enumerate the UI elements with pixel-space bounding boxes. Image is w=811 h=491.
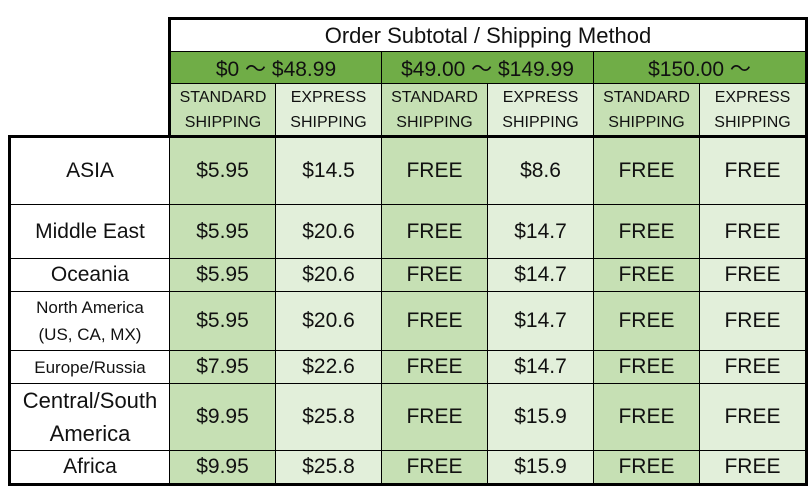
rate-cell: FREE xyxy=(593,450,700,486)
rate-cell: FREE xyxy=(593,258,700,292)
region-cell: North America (US, CA, MX) xyxy=(8,291,170,351)
rate-cell: $14.5 xyxy=(275,136,382,205)
method-line: SHIPPING xyxy=(502,113,579,131)
region-name: ASIA xyxy=(66,159,114,182)
rate-cell: FREE xyxy=(381,136,488,205)
method-line: SHIPPING xyxy=(184,113,262,131)
region-name: Africa xyxy=(63,455,117,478)
rate-cell: $14.7 xyxy=(487,291,594,351)
standard-shipping-header: STANDARD SHIPPING xyxy=(169,83,276,138)
rate-cell: $14.7 xyxy=(487,350,594,384)
express-shipping-header: EXPRESS SHIPPING xyxy=(699,83,808,138)
region-name: North America xyxy=(36,298,144,317)
region-name-line2: America xyxy=(49,421,131,446)
rate-cell: $5.95 xyxy=(169,258,276,292)
rate-cell: FREE xyxy=(593,204,700,259)
rate-cell: FREE xyxy=(593,350,700,384)
rate-cell: $22.6 xyxy=(275,350,382,384)
rate-cell: FREE xyxy=(699,258,808,292)
region-cell: ASIA xyxy=(8,136,170,205)
table-row: Africa $9.95 $25.8 FREE $15.9 FREE FREE xyxy=(8,450,808,486)
method-line: SHIPPING xyxy=(714,113,791,131)
rate-cell: $14.7 xyxy=(487,204,594,259)
rate-cell: FREE xyxy=(381,258,488,292)
rate-cell: FREE xyxy=(381,291,488,351)
rate-cell: FREE xyxy=(699,136,808,205)
rate-cell: FREE xyxy=(699,204,808,259)
range-header: $150.00 〜 xyxy=(593,51,808,84)
region-name: Middle East xyxy=(35,219,145,243)
table-row: Middle East $5.95 $20.6 FREE $14.7 FREE FREE xyxy=(8,204,808,259)
rate-cell: FREE xyxy=(381,450,488,486)
rate-cell: FREE xyxy=(593,136,700,205)
region-cell: Europe/Russia xyxy=(8,350,170,384)
method-line: STANDARD xyxy=(391,88,478,106)
rate-cell: FREE xyxy=(593,383,700,451)
rate-cell: FREE xyxy=(381,350,488,384)
region-name-line2: (US, CA, MX) xyxy=(38,325,142,344)
method-line: SHIPPING xyxy=(396,113,473,131)
table-row: Europe/Russia $7.95 $22.6 FREE $14.7 FREE FREE xyxy=(8,350,808,384)
table-row: Oceania $5.95 $20.6 FREE $14.7 FREE FREE xyxy=(8,258,808,292)
standard-shipping-header: STANDARD SHIPPING xyxy=(381,83,488,138)
method-line: EXPRESS xyxy=(714,88,791,106)
express-shipping-header: EXPRESS SHIPPING xyxy=(275,83,382,138)
rate-cell: $20.6 xyxy=(275,291,382,351)
method-line: EXPRESS xyxy=(290,88,367,106)
rate-cell: FREE xyxy=(699,450,808,486)
range-header: $0 〜 $48.99 xyxy=(169,51,382,84)
region-cell: Oceania xyxy=(8,258,170,292)
rate-cell: FREE xyxy=(381,204,488,259)
range-header: $49.00 〜 $149.99 xyxy=(381,51,594,84)
rate-cell: FREE xyxy=(381,383,488,451)
rate-cell: $9.95 xyxy=(169,383,276,451)
rate-cell: FREE xyxy=(593,291,700,351)
rate-cell: FREE xyxy=(699,291,808,351)
rate-cell: $14.7 xyxy=(487,258,594,292)
method-line: STANDARD xyxy=(179,88,267,106)
table-row: Central/South America $9.95 $25.8 FREE $15.9 F… xyxy=(8,383,808,451)
region-name: Central/South xyxy=(22,388,158,413)
rate-cell: $20.6 xyxy=(275,204,382,259)
rate-cell: $5.95 xyxy=(169,291,276,351)
shipping-rate-table: Order Subtotal / Shipping Method $0 〜 $4… xyxy=(8,17,808,486)
region-cell: Middle East xyxy=(8,204,170,259)
method-line: STANDARD xyxy=(603,88,690,106)
region-name: Oceania xyxy=(50,263,130,286)
table-row: North America (US, CA, MX) $5.95 $20.6 FREE $… xyxy=(8,291,808,351)
rate-cell: $8.6 xyxy=(487,136,594,205)
table-row: ASIA $5.95 $14.5 FREE $8.6 FREE FREE xyxy=(8,136,808,205)
corner-blank xyxy=(9,51,171,84)
region-cell: Central/South America xyxy=(8,383,170,451)
corner-blank xyxy=(9,83,171,138)
rate-cell: $15.9 xyxy=(487,383,594,451)
rate-cell: $25.8 xyxy=(275,383,382,451)
standard-shipping-header: STANDARD SHIPPING xyxy=(593,83,700,138)
rate-cell: $15.9 xyxy=(487,450,594,486)
express-shipping-header: EXPRESS SHIPPING xyxy=(487,83,594,138)
rate-cell: $7.95 xyxy=(169,350,276,384)
method-line: EXPRESS xyxy=(502,88,579,106)
table-title: Order Subtotal / Shipping Method xyxy=(169,17,808,52)
region-name: Europe/Russia xyxy=(34,357,146,377)
rate-cell: $5.95 xyxy=(169,204,276,259)
method-line: SHIPPING xyxy=(290,113,367,131)
rate-cell: $25.8 xyxy=(275,450,382,486)
rate-cell: $5.95 xyxy=(169,136,276,205)
rate-cell: FREE xyxy=(699,383,808,451)
rate-cell: FREE xyxy=(699,350,808,384)
rate-cell: $20.6 xyxy=(275,258,382,292)
corner-blank xyxy=(9,18,171,52)
rate-cell: $9.95 xyxy=(169,450,276,486)
region-cell: Africa xyxy=(8,450,170,486)
method-line: SHIPPING xyxy=(608,113,685,131)
